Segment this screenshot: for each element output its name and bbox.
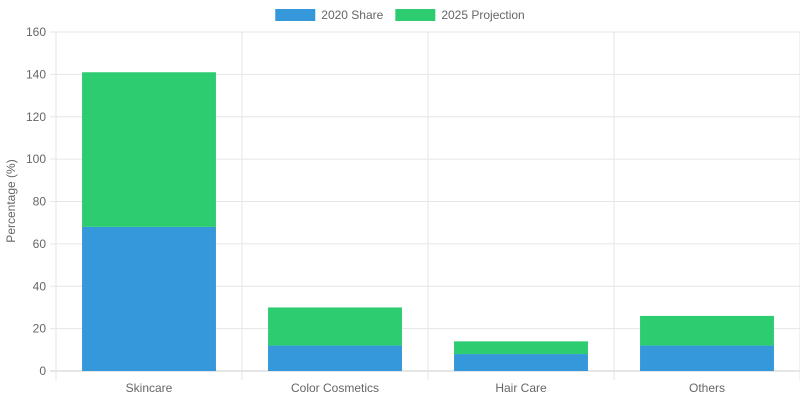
legend[interactable]: 2020 Share 2025 Projection	[275, 8, 525, 22]
legend-label[interactable]: 2020 Share	[321, 8, 383, 22]
bar-2025-projection-color-cosmetics[interactable]	[268, 307, 402, 346]
y-tick-label: 100	[26, 152, 46, 166]
x-tick-label: Others	[689, 381, 725, 395]
bar-2020-share-skincare[interactable]	[82, 226, 216, 371]
y-axis-title: Percentage (%)	[4, 159, 18, 242]
y-tick-label: 20	[33, 322, 47, 336]
y-tick-label: 0	[39, 364, 46, 378]
y-tick-label: 140	[26, 67, 46, 81]
legend-swatch[interactable]	[275, 9, 316, 21]
axes: 0 20 40 60 80 100 120 140 160 Skincare Color Cosme…	[26, 25, 725, 395]
y-tick-label: 160	[26, 25, 46, 39]
y-tick-label: 120	[26, 110, 46, 124]
bar-2025-projection-others[interactable]	[640, 315, 774, 346]
bar-2025-projection-skincare[interactable]	[82, 72, 216, 227]
bars	[82, 72, 774, 371]
bar-2020-share-hair-care[interactable]	[454, 354, 588, 371]
y-tick-label: 60	[33, 237, 47, 251]
bar-2020-share-color-cosmetics[interactable]	[268, 345, 402, 371]
bar-2025-projection-hair-care[interactable]	[454, 341, 588, 355]
bar-2020-share-others[interactable]	[640, 345, 774, 371]
x-tick-label: Skincare	[126, 381, 173, 395]
legend-swatch[interactable]	[395, 9, 436, 21]
legend-label[interactable]: 2025 Projection	[441, 8, 524, 22]
x-tick-label: Hair Care	[495, 381, 547, 395]
y-tick-label: 80	[33, 195, 47, 209]
y-tick-label: 40	[33, 279, 47, 293]
x-tick-label: Color Cosmetics	[291, 381, 379, 395]
